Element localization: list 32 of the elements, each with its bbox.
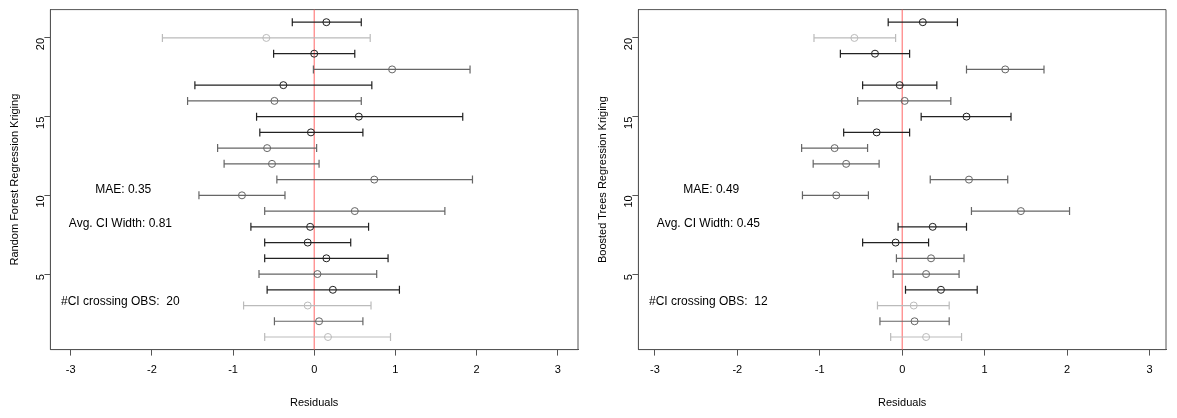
x-axis-title: Residuals (290, 396, 339, 409)
annotation: Avg. CI Width: 0.81 (68, 216, 173, 231)
y-tick-label: 20 (34, 37, 47, 51)
annotation: MAE: 0.49 (683, 182, 740, 197)
x-tick-label: -3 (650, 363, 660, 376)
x-axis-title: Residuals (878, 396, 927, 409)
x-tick-label: 2 (1064, 363, 1071, 376)
y-tick-label: 15 (622, 116, 635, 129)
x-tick-label: 1 (981, 363, 988, 376)
x-tick-label: 3 (554, 363, 561, 376)
x-tick-label: 3 (1146, 363, 1153, 376)
y-axis-title: Random Forest Regression Kriging (7, 93, 20, 266)
x-tick-label: -2 (732, 363, 743, 376)
x-tick-label: 0 (311, 363, 318, 376)
x-tick-label: -1 (228, 363, 238, 376)
annotation: #CI crossing OBS: 20 (60, 294, 180, 309)
annotation: #CI crossing OBS: 12 (648, 294, 768, 309)
x-tick-label: 2 (473, 363, 480, 376)
y-tick-label: 5 (622, 274, 635, 281)
annotation: MAE: 0.35 (95, 182, 152, 197)
y-tick-label: 5 (34, 274, 47, 281)
x-tick-label: 0 (899, 363, 906, 376)
x-tick-label: -3 (65, 363, 76, 376)
x-tick-label: 1 (392, 363, 399, 376)
x-tick-label: -1 (814, 363, 825, 376)
y-axis-title: Boosted Trees Regression Kriging (595, 96, 608, 264)
annotation: Avg. CI Width: 0.45 (656, 216, 761, 231)
y-tick-label: 20 (622, 37, 635, 51)
y-tick-label: 10 (622, 195, 635, 208)
y-tick-label: 10 (34, 195, 47, 208)
y-tick-label: 15 (34, 116, 47, 129)
x-tick-label: -2 (146, 363, 157, 376)
